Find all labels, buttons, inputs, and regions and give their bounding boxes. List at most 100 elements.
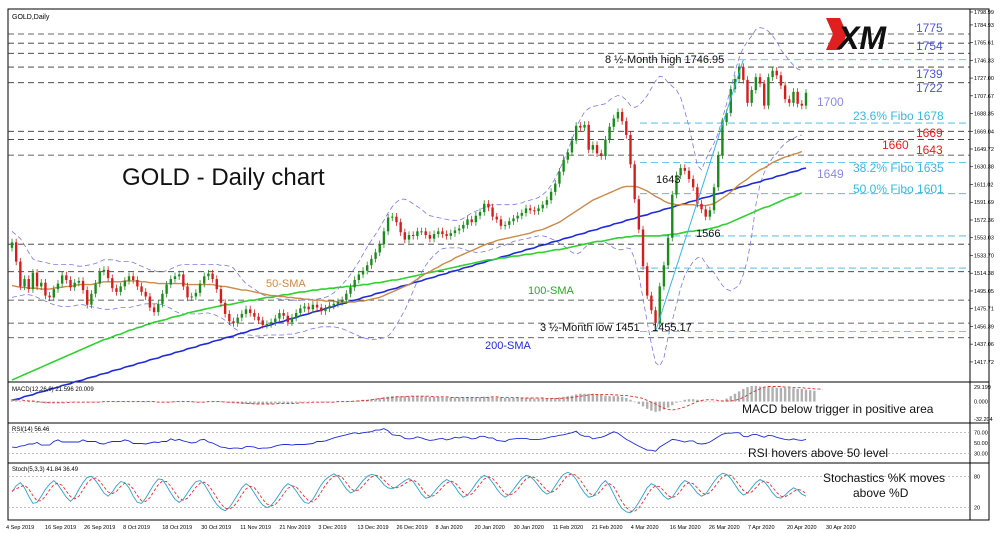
macd-histogram-bar: [646, 401, 649, 409]
candle-body: [487, 203, 490, 208]
price-tick-label: 1591.69: [974, 200, 994, 206]
candle-body: [683, 168, 687, 171]
candle-body: [783, 85, 787, 100]
macd-histogram-bar: [140, 401, 143, 403]
rsi-tick-label: 70.00: [974, 431, 988, 437]
candle-body: [704, 209, 707, 217]
candle-body: [257, 316, 260, 321]
price-tick-label: 1437.06: [974, 342, 994, 348]
macd-histogram-bar: [69, 401, 72, 403]
macd-histogram-bar: [587, 393, 590, 402]
macd-histogram-bar: [687, 399, 691, 402]
macd-histogram-bar: [407, 396, 411, 402]
stoch-tick-label: 80: [974, 474, 980, 480]
candle-body: [495, 216, 498, 220]
candle-body: [236, 317, 239, 324]
macd-histogram-bar: [35, 401, 39, 403]
macd-histogram-bar: [353, 400, 356, 402]
macd-histogram-bar: [328, 401, 331, 403]
candle-body: [244, 309, 248, 314]
candle-body: [604, 139, 607, 157]
price-axis: 1798.99 1784.93 1765.61 1746.33 1727.00 1707.…: [970, 10, 994, 512]
candle-body: [558, 171, 561, 184]
candle-body: [792, 91, 795, 103]
symbol-label: GOLD,Daily: [12, 14, 50, 21]
macd-histogram-bar: [257, 401, 260, 405]
time-tick-label: 13 Dec 2019: [357, 525, 388, 531]
candle-body: [499, 219, 503, 226]
candle-body: [215, 279, 218, 290]
candle-body: [357, 274, 361, 280]
macd-histogram-bar: [466, 397, 469, 402]
time-tick-label: 16 Mar 2020: [670, 525, 701, 531]
macd-histogram-bar: [14, 399, 18, 402]
stoch-k-line: [11, 471, 807, 514]
candle-body: [60, 275, 64, 284]
time-tick-label: 11 Feb 2020: [553, 525, 583, 531]
macd-histogram-bar: [449, 397, 452, 402]
candle-body: [286, 315, 290, 323]
rsi-tick-label: 50.00: [974, 441, 988, 447]
candle-body: [106, 269, 110, 279]
candle-body: [520, 212, 524, 216]
price-tick-label: 1727.00: [974, 76, 994, 82]
price-tick-label: 1688.35: [974, 112, 994, 118]
macd-histogram-bar: [265, 401, 269, 405]
macd-histogram-bar: [679, 400, 682, 402]
candle-body: [240, 313, 244, 318]
candle-body: [650, 295, 653, 311]
macd-histogram-bar: [478, 397, 482, 402]
time-tick-label: 8 Oct 2019: [123, 525, 150, 531]
candle-body: [420, 231, 423, 233]
macd-histogram-bar: [403, 396, 407, 402]
macd-panel: [10, 385, 823, 412]
macd-histogram-bar: [503, 397, 507, 402]
candle-body: [161, 293, 164, 304]
candle-body: [541, 204, 544, 209]
candle-body: [345, 293, 348, 301]
macd-histogram-bar: [696, 399, 699, 402]
macd-histogram-bar: [491, 397, 494, 402]
macd-histogram-bar: [307, 401, 310, 403]
candle-body: [612, 118, 615, 127]
rsi-line: [11, 428, 807, 452]
candle-body: [691, 179, 695, 188]
candle-body: [641, 229, 645, 267]
resistance-1775-label: 1775: [916, 21, 943, 35]
candle-body: [194, 292, 198, 297]
support-1660-label: 1660: [882, 138, 909, 152]
candle-body: [725, 112, 728, 123]
chart-title: GOLD - Daily chart: [122, 164, 325, 191]
candle-body: [620, 112, 624, 122]
resistance-1754-label: 1754: [916, 39, 943, 53]
macd-histogram-bar: [378, 397, 381, 402]
candle-body: [328, 305, 331, 309]
time-tick-label: 3 Dec 2019: [318, 525, 346, 531]
candle-body: [165, 284, 168, 294]
candle-body: [763, 83, 766, 106]
candle-body: [190, 296, 193, 298]
candle-body: [771, 70, 774, 78]
macd-histogram-bar: [148, 401, 152, 403]
candle-body: [437, 231, 440, 235]
macd-histogram-bar: [244, 401, 248, 405]
candle-body: [637, 199, 641, 230]
candle-body: [595, 145, 599, 154]
candle-body: [90, 293, 93, 305]
candle-body: [646, 266, 649, 296]
fib-500-label: 50.0% Fibo 1601: [853, 182, 944, 196]
candle-body: [671, 194, 674, 238]
time-tick-label: 20 Apr 2020: [787, 525, 817, 531]
price-tick-label: 1798.99: [974, 10, 994, 16]
macd-histogram-bar: [629, 399, 632, 402]
macd-histogram-bar: [737, 391, 741, 402]
macd-histogram-bar: [512, 397, 515, 402]
rsi-note: RSI hovers above 50 level: [748, 446, 888, 460]
chart-frame: [7, 8, 990, 521]
macd-histogram-bar: [804, 389, 808, 402]
time-tick-label: 16 Sep 2019: [45, 525, 76, 531]
horizontal-levels: [8, 33, 970, 339]
rsi-params-label: RSI(14) 56.46: [12, 427, 50, 433]
macd-signal-line: [12, 386, 823, 411]
